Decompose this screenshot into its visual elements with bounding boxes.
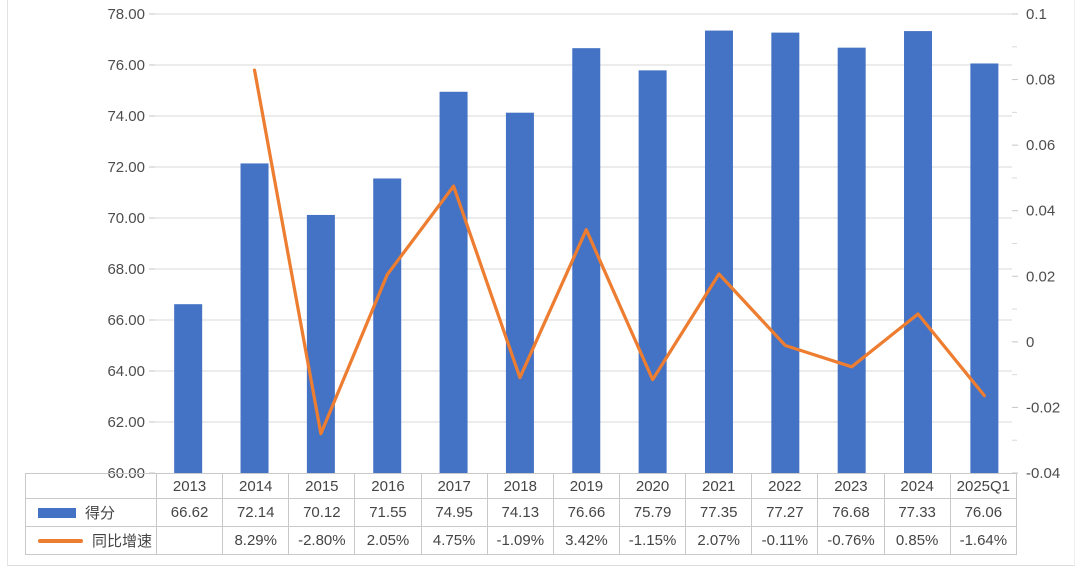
left-axis-label: 74.00 [107,108,145,125]
score-cell-2019: 76.66 [552,498,620,527]
score-cell-2022: 77.27 [751,498,819,527]
growth-cell-2020: -1.15% [618,526,687,555]
growth-legend: 同比增速 [27,530,156,551]
growth-cell-2021: 2.07% [685,526,753,555]
year-cell-2022: 2022 [751,473,819,499]
right-axis-label: -0.04 [1026,465,1060,482]
data-table: 2013 2014 2015 2016 2017 2018 2019 2020 2021 2022… [25,473,1018,555]
growth-cell-2017: 4.75% [420,526,488,555]
growth-legend-label: 同比增速 [92,533,153,550]
bar-2019 [572,48,601,474]
growth-legend-cell: 同比增速 [25,526,157,555]
growth-cell-2019: 3.42% [552,526,620,555]
year-cell-2015: 2015 [288,473,356,499]
bar-2017 [439,91,468,474]
score-cell-2015: 70.12 [288,498,356,527]
year-cell-2020: 2020 [618,473,687,499]
right-axis-label: 0.04 [1026,203,1055,220]
growth-cell-2024: 0.85% [883,526,951,555]
score-cell-2025Q1: 76.06 [949,498,1018,527]
bar-2023 [837,47,866,473]
right-axis-label: -0.02 [1026,399,1060,416]
left-axis-label: 78.00 [107,6,145,23]
year-cell-2025Q1: 2025Q1 [949,473,1018,499]
year-cell-2018: 2018 [486,473,554,499]
score-legend-label: 得分 [85,505,116,522]
score-cell-2023: 76.68 [817,498,885,527]
growth-cell-2022: -0.11% [751,526,819,555]
growth-cell-2016: 2.05% [354,526,422,555]
bar-2016 [373,178,402,473]
left-axis-label: 70.00 [107,210,145,227]
score-cell-2018: 74.13 [486,498,554,527]
growth-cell-2015: -2.80% [288,526,356,555]
bar-2013 [174,304,203,473]
bar-2020 [638,70,667,473]
score-legend: 得分 [27,502,156,523]
score-cell-2021: 77.35 [685,498,753,527]
score-row: 得分 66.62 72.14 70.12 71.55 74.95 74.13 76.66 75… [25,498,1018,527]
right-axis-label: 0 [1026,334,1034,351]
left-axis-label: 62.00 [107,414,145,431]
growth-cell-2025Q1: -1.64% [949,526,1018,555]
growth-cell-2018: -1.09% [486,526,554,555]
score-legend-swatch-icon [38,507,76,518]
score-cell-2013: 66.62 [155,498,224,527]
bar-2024 [904,31,933,474]
year-cell-2014: 2014 [222,473,290,499]
year-cell-2024: 2024 [883,473,951,499]
score-cell-2014: 72.14 [222,498,290,527]
bar-2021 [704,30,733,473]
year-cell-2021: 2021 [685,473,753,499]
table-corner-cell [25,473,157,499]
bar-2022 [771,32,800,474]
score-legend-cell: 得分 [25,498,157,527]
bar-2018 [505,112,534,473]
growth-row: 同比增速 8.29% -2.80% 2.05% 4.75% -1.09% 3.42% -1.… [25,526,1018,555]
bar-2014 [240,163,269,473]
score-cell-2020: 75.79 [618,498,687,527]
left-axis-label: 66.00 [107,312,145,329]
bar-2025Q1 [970,63,999,473]
score-cell-2017: 74.95 [420,498,488,527]
year-header-row: 2013 2014 2015 2016 2017 2018 2019 2020 2021 2022… [25,473,1018,499]
year-cell-2023: 2023 [817,473,885,499]
right-axis-label: 0.06 [1026,137,1055,154]
year-cell-2013: 2013 [155,473,224,499]
right-axis-label: 0.02 [1026,268,1055,285]
left-axis-label: 64.00 [107,363,145,380]
left-axis-label: 72.00 [107,159,145,176]
growth-line [252,68,986,436]
growth-legend-swatch-icon [38,538,83,543]
left-axis-label: 76.00 [107,57,145,74]
year-cell-2016: 2016 [354,473,422,499]
year-cell-2017: 2017 [420,473,488,499]
right-axis-label: 0.08 [1026,72,1055,89]
growth-cell-2013 [155,526,224,555]
right-axis-label: 0.1 [1026,6,1047,23]
growth-cell-2014: 8.29% [222,526,290,555]
growth-cell-2023: -0.76% [817,526,885,555]
left-axis-label: 68.00 [107,261,145,278]
score-cell-2024: 77.33 [883,498,951,527]
score-cell-2016: 71.55 [354,498,422,527]
year-cell-2019: 2019 [552,473,620,499]
